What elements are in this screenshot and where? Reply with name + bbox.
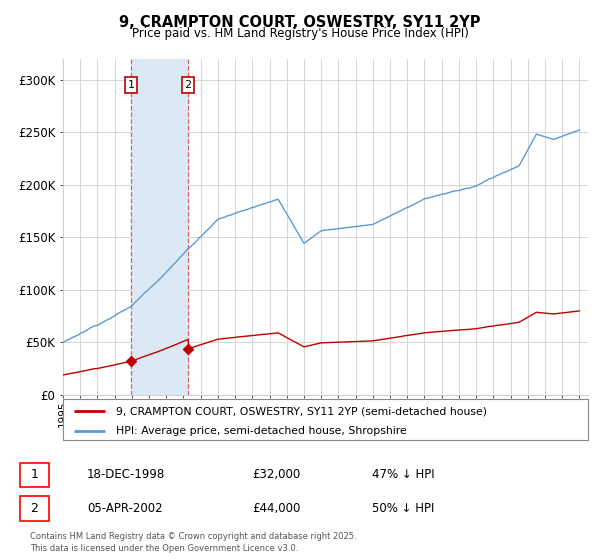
Text: HPI: Average price, semi-detached house, Shropshire: HPI: Average price, semi-detached house,… [115, 426, 406, 436]
FancyBboxPatch shape [20, 496, 49, 521]
Text: 05-APR-2002: 05-APR-2002 [87, 502, 163, 515]
Text: £44,000: £44,000 [252, 502, 301, 515]
Text: 1: 1 [128, 80, 134, 90]
Text: 9, CRAMPTON COURT, OSWESTRY, SY11 2YP (semi-detached house): 9, CRAMPTON COURT, OSWESTRY, SY11 2YP (s… [115, 407, 487, 417]
Text: Price paid vs. HM Land Registry's House Price Index (HPI): Price paid vs. HM Land Registry's House … [131, 27, 469, 40]
Text: 1: 1 [31, 468, 38, 482]
Text: 9, CRAMPTON COURT, OSWESTRY, SY11 2YP: 9, CRAMPTON COURT, OSWESTRY, SY11 2YP [119, 15, 481, 30]
Text: 50% ↓ HPI: 50% ↓ HPI [372, 502, 434, 515]
Text: Contains HM Land Registry data © Crown copyright and database right 2025.
This d: Contains HM Land Registry data © Crown c… [30, 533, 356, 553]
Text: 47% ↓ HPI: 47% ↓ HPI [372, 468, 434, 482]
Text: £32,000: £32,000 [252, 468, 300, 482]
Text: 2: 2 [31, 502, 38, 515]
Bar [131, 59, 188, 395]
FancyBboxPatch shape [20, 463, 49, 487]
Text: 2: 2 [184, 80, 191, 90]
Text: 18-DEC-1998: 18-DEC-1998 [87, 468, 165, 482]
FancyBboxPatch shape [63, 399, 588, 440]
